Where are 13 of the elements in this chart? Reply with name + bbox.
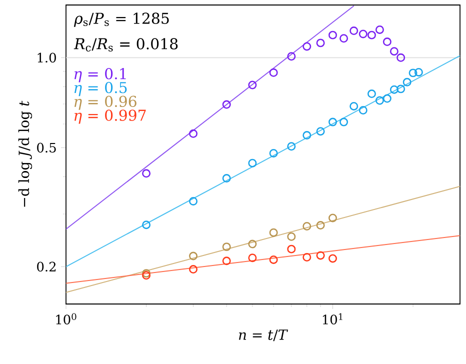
text: η = 0.5 <box>74 82 127 96</box>
x-axis-title: n = t/T <box>238 330 288 342</box>
y-tick-label: 0.5 <box>37 142 56 153</box>
y-tick-label: 1.0 <box>38 52 56 63</box>
annotation: R$_{c}$/R$_{s}$ = 0.018 <box>74 38 178 52</box>
annotation: ρ$_{s}$/P$_{s}$ = 1285 <box>74 12 169 27</box>
y-tick-label: 0.2 <box>37 262 56 272</box>
text: η = 0.997 <box>74 110 146 124</box>
x-tick-label: 10$^{0}$ <box>56 313 76 324</box>
y-axis-title: −d log J/d log t <box>18 100 32 207</box>
text: η = 0.96 <box>74 96 136 110</box>
x-tick-label: 10$^{1}$ <box>322 313 342 324</box>
text: η = 0.1 <box>74 68 126 82</box>
